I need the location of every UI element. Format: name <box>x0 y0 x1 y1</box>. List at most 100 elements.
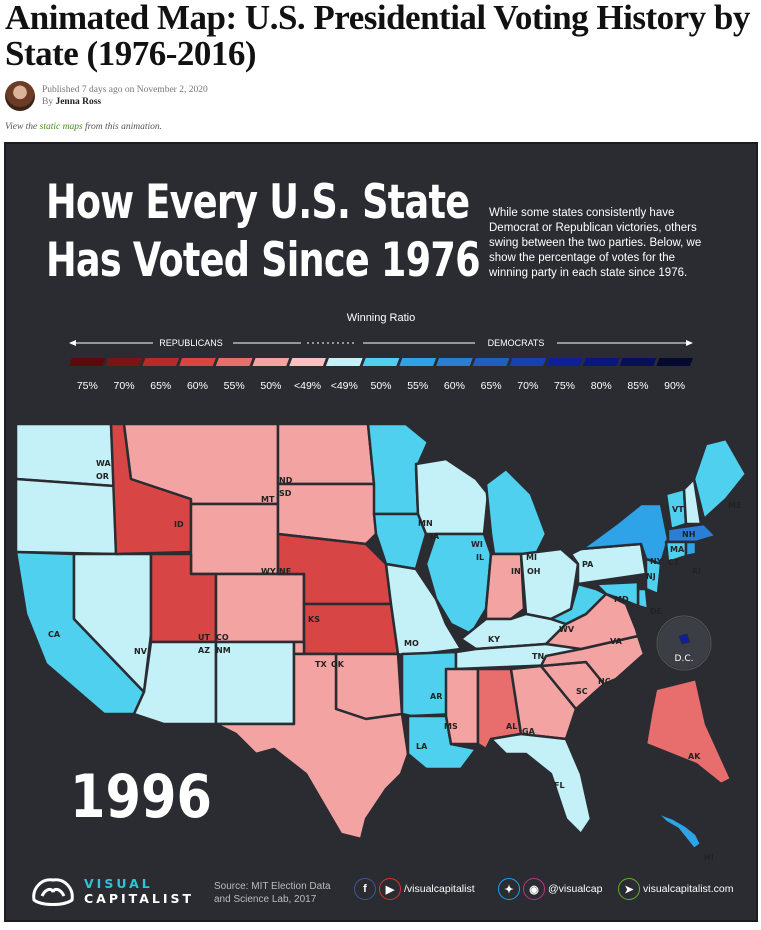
state-TX <box>214 652 410 841</box>
label-OH: OH <box>527 567 541 576</box>
handle-visualcapitalist[interactable]: /visualcapitalist <box>404 883 475 895</box>
state-RI <box>684 540 698 558</box>
state-WY <box>189 502 280 576</box>
legend-swatch <box>142 358 180 366</box>
legend-tick: 80% <box>590 380 612 392</box>
cursor-icon[interactable]: ➤ <box>618 878 640 900</box>
author-avatar[interactable] <box>5 81 35 111</box>
state-MA <box>666 522 718 544</box>
instagram-icon[interactable]: ◉ <box>523 878 545 900</box>
brand-logo[interactable]: VISUAL CAPITALIST <box>30 874 194 908</box>
label-WY: WY <box>261 567 276 576</box>
label-AK: AK <box>688 752 701 761</box>
label-NY: NY <box>650 557 663 566</box>
label-FL: FL <box>554 781 565 790</box>
legend-swatch <box>179 358 216 366</box>
label-CT: CT <box>668 558 680 567</box>
handle-visualcap[interactable]: @visualcap <box>548 883 603 895</box>
label-MI: MI <box>526 553 537 562</box>
legend-swatch <box>472 358 510 366</box>
website-link[interactable]: visualcapitalist.com <box>643 883 734 895</box>
label-OR: OR <box>96 472 109 481</box>
label-VA: VA <box>610 637 623 646</box>
label-RI: RI <box>692 567 701 576</box>
legend-tick: 60% <box>443 380 465 392</box>
legend: REPUBLICANS DEMOCRATS <box>69 338 693 366</box>
legend-tick: 65% <box>150 380 172 392</box>
state-ME <box>692 437 748 521</box>
social-website: ➤ visualcapitalist.com <box>618 878 733 900</box>
label-MA: MA <box>670 545 685 554</box>
label-AR: AR <box>430 692 442 701</box>
label-ID: ID <box>174 520 184 529</box>
state-AK <box>644 677 733 786</box>
label-WV: WV <box>559 625 575 634</box>
state-MO <box>384 562 463 658</box>
state-MS <box>444 667 480 746</box>
label-MT: MT <box>261 495 275 504</box>
label-IN: IN <box>511 567 521 576</box>
legend-title: Winning Ratio <box>346 312 416 324</box>
twitter-icon[interactable]: ✦ <box>498 878 520 900</box>
youtube-icon[interactable]: ▶ <box>379 878 401 900</box>
legend-tick: 75% <box>76 380 98 392</box>
static-maps-note: View the static maps from this animation… <box>5 122 163 132</box>
label-IL: IL <box>476 553 484 562</box>
legend-swatch <box>656 358 693 366</box>
label-CO: CO <box>216 633 229 642</box>
label-LA: LA <box>416 742 428 751</box>
state-HI <box>654 810 703 851</box>
byline: Published 7 days ago on November 2, 2020… <box>5 80 208 112</box>
label-DC: D.C. <box>675 654 694 664</box>
state-SD <box>276 482 378 546</box>
legend-ticks: 75% 70% 65% 60% 55% 50% <49% <49% 50% 55% 60% 65% 70… <box>61 380 701 394</box>
state-IN <box>484 552 526 621</box>
us-map: WA OR CA NV ID MT WY UT CO AZ NM ND SD N… <box>14 424 748 862</box>
legend-tick: 70% <box>113 380 135 392</box>
headline: How Every U.S. State Has Voted Since 197… <box>46 175 481 288</box>
legend-tick: 60% <box>186 380 208 392</box>
label-SD: SD <box>279 489 292 498</box>
visual-capitalist-logo-icon <box>32 878 74 906</box>
label-TX: TX <box>315 660 327 669</box>
state-MI <box>484 467 548 556</box>
label-KS: KS <box>308 615 320 624</box>
facebook-icon[interactable]: f <box>354 878 376 900</box>
state-DE <box>636 587 650 611</box>
legend-tick: 90% <box>664 380 686 392</box>
state-DC <box>678 633 691 645</box>
author-name[interactable]: Jenna Ross <box>55 97 102 107</box>
article-title: Animated Map: U.S. Presidential Voting H… <box>5 0 750 73</box>
label-MD: MD <box>614 595 629 604</box>
legend-swatch <box>546 358 583 366</box>
static-maps-link[interactable]: static maps <box>39 122 83 132</box>
label-NE: NE <box>279 567 291 576</box>
label-NC: NC <box>598 677 611 686</box>
social-youtube-facebook: f ▶ /visualcapitalist <box>354 878 475 900</box>
label-TN: TN <box>532 652 544 661</box>
legend-swatch <box>509 358 547 366</box>
legend-tick: 50% <box>260 380 282 392</box>
state-OR <box>14 477 118 556</box>
legend-swatch <box>252 358 290 366</box>
dc-inset <box>656 615 712 671</box>
legend-swatch <box>69 358 106 366</box>
infographic: How Every U.S. State Has Voted Since 197… <box>4 142 758 922</box>
label-KY: KY <box>488 635 500 644</box>
label-DE: DE <box>650 607 662 616</box>
legend-tick: 55% <box>407 380 429 392</box>
label-GA: GA <box>522 727 536 736</box>
footer: VISUAL CAPITALIST Source: MIT Election D… <box>6 872 756 912</box>
year-label: 1996 <box>70 762 212 832</box>
legend-tick: <49% <box>330 380 358 392</box>
label-NV: NV <box>134 647 148 656</box>
legend-swatch <box>582 358 620 366</box>
legend-tick: 50% <box>370 380 392 392</box>
label-UT: UT <box>198 633 210 642</box>
label-CA: CA <box>48 630 61 639</box>
label-AL: AL <box>506 722 517 731</box>
legend-democrats-label: DEMOCRATS <box>488 338 545 348</box>
by-label: By <box>42 97 54 107</box>
label-PA: PA <box>582 560 594 569</box>
label-VT: VT <box>672 505 684 514</box>
